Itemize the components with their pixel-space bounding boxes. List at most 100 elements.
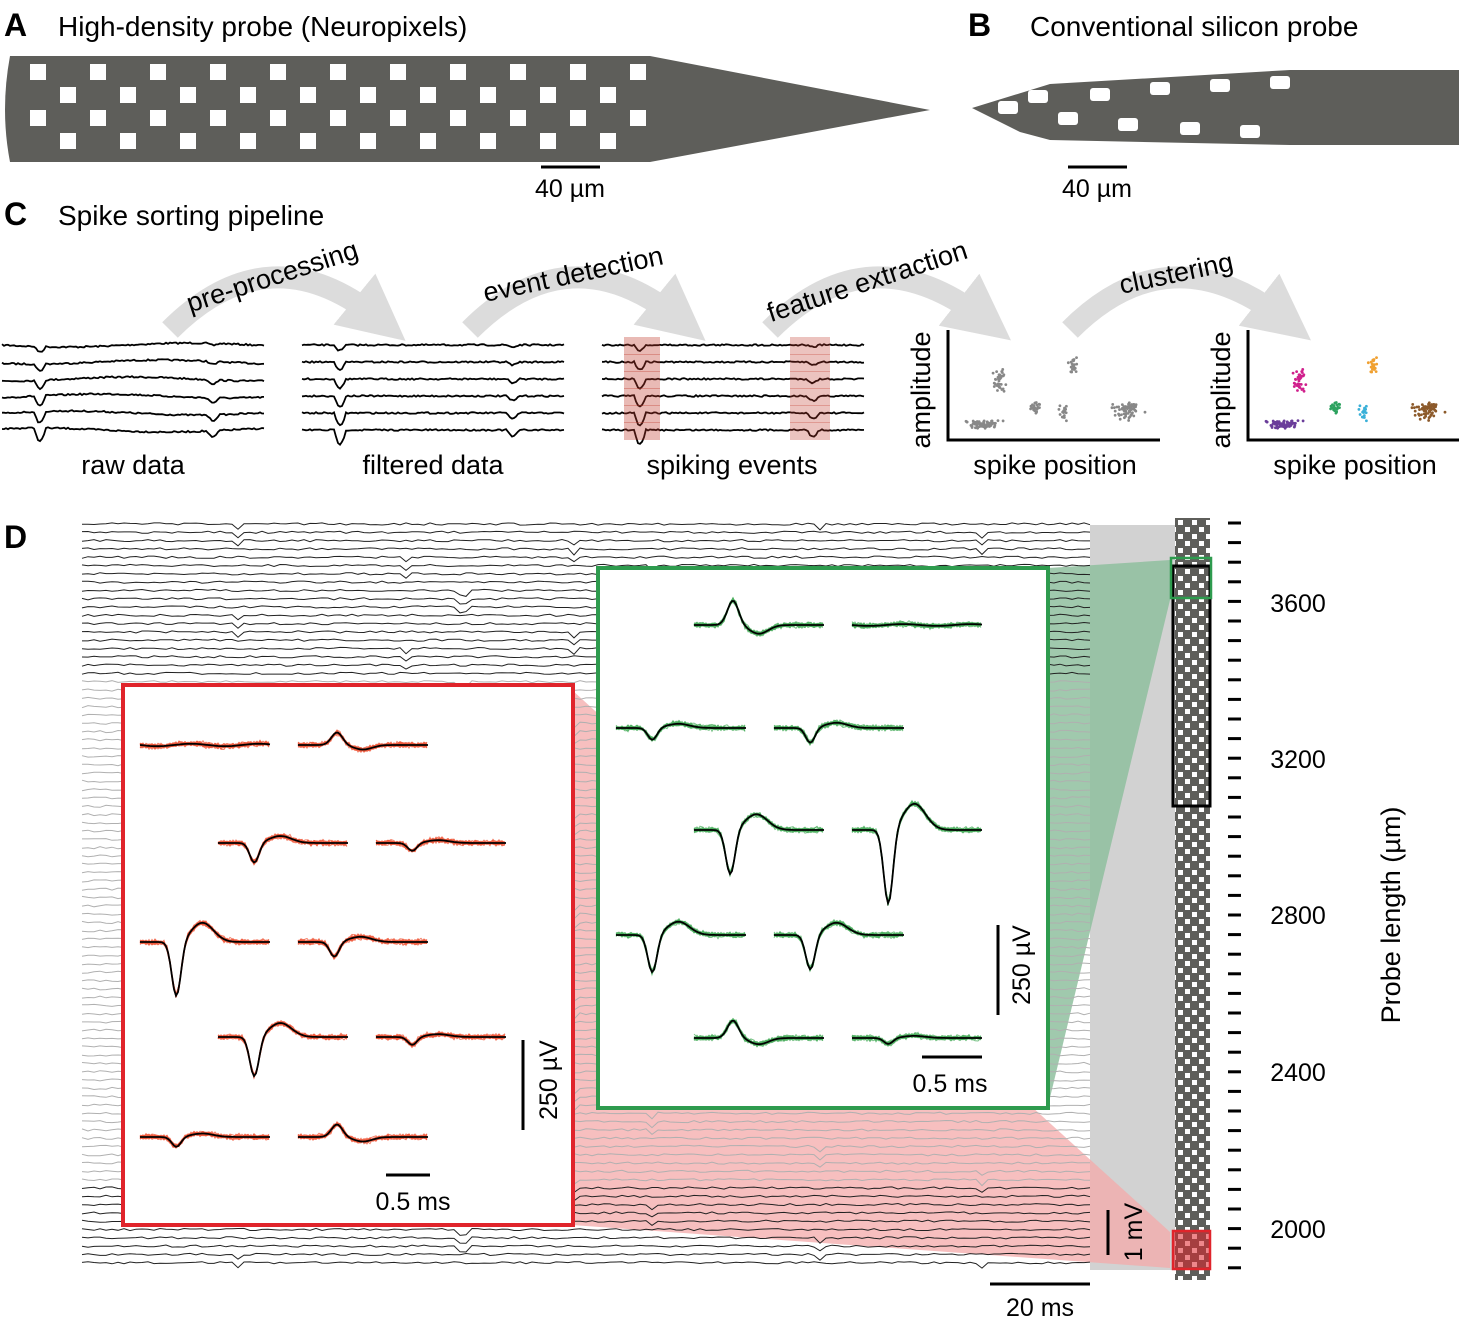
feature-point [1131, 407, 1135, 411]
recording-site [240, 133, 256, 149]
cluster-point [1357, 407, 1361, 411]
cluster-point [1295, 370, 1299, 374]
green-projection-wedge [1048, 560, 1170, 1106]
event-highlight [790, 388, 830, 406]
recording-site [90, 110, 106, 126]
cluster-point [1301, 419, 1305, 423]
probe-recorded-section [1171, 564, 1212, 808]
panel-b-letter: B [968, 7, 991, 43]
cluster-point [1424, 409, 1428, 413]
cluster-point [1274, 426, 1277, 430]
cluster-point [1369, 370, 1373, 374]
feature-point [996, 419, 1000, 423]
event-highlight [790, 337, 830, 355]
feature-point [1129, 406, 1133, 410]
feature-point [1134, 405, 1137, 409]
feature-point [989, 424, 993, 427]
feature-point [1117, 412, 1120, 416]
waveform-mean [298, 935, 428, 958]
feature-point [1069, 365, 1073, 369]
arrow-pre-processing [162, 266, 406, 341]
recording-site [390, 110, 406, 126]
cluster-point [1291, 371, 1295, 375]
trace-line [301, 394, 565, 408]
feature-point [1132, 402, 1136, 406]
feature-point [1073, 366, 1077, 370]
probe-red-region [1171, 1229, 1212, 1271]
recording-site [1058, 112, 1078, 125]
recording-site [30, 64, 46, 80]
panel-c-letter: C [4, 196, 27, 232]
cluster-point [1289, 424, 1293, 427]
feature-point [1115, 405, 1119, 409]
panel-a-scale-label: 40 µm [535, 175, 605, 203]
neuropixels-probe-shank [5, 56, 930, 162]
feature-point [1002, 389, 1006, 393]
feature-point [1031, 403, 1034, 407]
cluster-point [1434, 405, 1437, 409]
cluster-point [1294, 378, 1298, 381]
feature-point [1120, 403, 1124, 407]
feature-point [1038, 403, 1042, 406]
recording-site [240, 87, 256, 103]
cluster-point [1363, 406, 1366, 410]
cluster-point [1338, 403, 1342, 406]
waveform-mean [694, 1020, 824, 1046]
cluster-point [1296, 389, 1299, 392]
cluster-point [1413, 409, 1417, 413]
trace-line [301, 410, 565, 427]
cluster-point [1443, 410, 1447, 414]
waveform-mean [616, 722, 746, 741]
feature-point [1127, 416, 1131, 420]
waveform-mean [218, 835, 348, 864]
trace-line [1, 392, 264, 407]
trace-line [601, 377, 865, 390]
stage-raw-data: raw data [81, 450, 186, 480]
feature-point [1004, 383, 1008, 387]
recording-site [90, 64, 106, 80]
cluster-point [1278, 425, 1281, 429]
cluster-point [1278, 422, 1282, 425]
cluster-point [1429, 406, 1433, 410]
channel-trace [81, 538, 1090, 547]
cluster-point [1366, 361, 1370, 365]
cluster-point [1302, 389, 1306, 393]
feature-point [985, 424, 989, 427]
feature-point [1075, 356, 1078, 360]
feature-point [993, 424, 997, 428]
feature-point [999, 374, 1002, 378]
feature-point [1058, 413, 1062, 416]
feature-point [1000, 371, 1004, 374]
cluster-point [1304, 383, 1308, 387]
cluster-point [1418, 408, 1421, 411]
feature-point [995, 370, 999, 374]
cluster-plot-axes [1246, 330, 1459, 442]
trace-line [1, 426, 265, 443]
waveform-mean [852, 802, 982, 907]
feature-point [1058, 404, 1062, 408]
cluster-point [1431, 407, 1435, 411]
feature-point [1035, 407, 1039, 411]
recording-site [120, 133, 136, 149]
feature-point [1065, 419, 1068, 423]
cluster-point [1290, 419, 1294, 423]
cluster-point [1269, 423, 1273, 427]
red-inset-time-label: 0.5 ms [375, 1188, 450, 1216]
feature-point [964, 419, 968, 423]
cluster-point [1417, 412, 1420, 416]
waveform-mean [140, 1132, 270, 1148]
feature-point [1072, 358, 1076, 361]
feature-point [1066, 361, 1070, 365]
cluster-point [1264, 419, 1268, 423]
cluster-point [1361, 410, 1365, 414]
channel-trace [82, 522, 1091, 531]
recording-site [420, 87, 436, 103]
feature-point [1061, 410, 1065, 414]
feature-point [998, 377, 1002, 380]
green-inset-waveforms [615, 596, 983, 1048]
recording-site [1118, 118, 1138, 131]
recording-site [998, 101, 1018, 114]
cluster-point [1297, 385, 1301, 389]
feature-point [994, 378, 998, 381]
